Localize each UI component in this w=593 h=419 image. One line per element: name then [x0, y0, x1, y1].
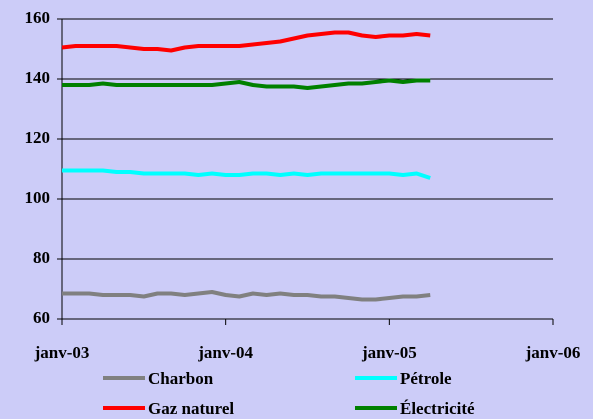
x-tick-label: janv-04 — [197, 343, 253, 362]
y-tick-label: 160 — [25, 8, 51, 27]
y-tick-label: 120 — [25, 128, 51, 147]
x-tick-label: janv-03 — [34, 343, 90, 362]
legend-label: Charbon — [148, 369, 214, 388]
series-line — [62, 290, 431, 302]
legend-label: Électricité — [400, 399, 475, 418]
series-line — [62, 168, 431, 180]
y-tick-label: 140 — [25, 68, 51, 87]
series-line — [62, 78, 431, 90]
legend-label: Pétrole — [400, 369, 452, 388]
x-tick-label: janv-05 — [361, 343, 417, 362]
y-tick-label: 60 — [33, 308, 50, 327]
legend-label: Gaz naturel — [148, 399, 234, 418]
x-tick-label: janv-06 — [525, 343, 581, 362]
series-line — [61, 30, 431, 53]
y-tick-label: 80 — [33, 248, 50, 267]
y-tick-label: 100 — [25, 188, 51, 207]
